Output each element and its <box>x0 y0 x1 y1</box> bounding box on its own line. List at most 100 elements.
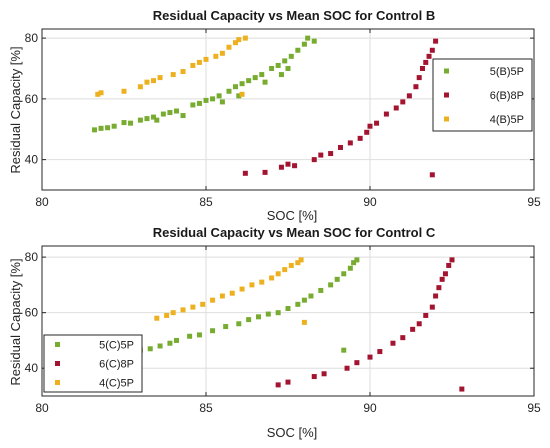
y-tick-label: 40 <box>25 153 39 167</box>
x-tick-label: 95 <box>527 401 541 415</box>
scatter-point <box>436 285 442 291</box>
scatter-point <box>449 257 455 263</box>
y-axis-label: Residual Capacity [%] <box>8 258 23 385</box>
scatter-point <box>111 123 117 129</box>
x-tick-label: 95 <box>527 195 541 209</box>
scatter-point <box>236 37 242 43</box>
scatter-point <box>203 56 209 62</box>
x-tick-label: 85 <box>199 195 213 209</box>
scatter-point <box>196 100 202 106</box>
scatter-point <box>357 135 363 141</box>
x-tick-label: 90 <box>363 195 377 209</box>
scatter-point <box>328 151 334 157</box>
scatter-point <box>295 260 301 266</box>
scatter-point <box>354 257 360 263</box>
scatter-point <box>318 287 324 293</box>
legend-box <box>43 334 143 393</box>
scatter-point <box>246 78 252 84</box>
scatter-point <box>219 99 225 105</box>
scatter-point <box>426 53 432 59</box>
scatter-point <box>170 310 176 316</box>
scatter-point <box>210 96 216 102</box>
scatter-point <box>173 337 179 343</box>
scatter-point <box>311 38 317 44</box>
scatter-point <box>285 161 291 167</box>
scatter-point <box>242 170 248 176</box>
scatter-point <box>255 314 261 320</box>
scatter-point <box>275 62 281 68</box>
scatter-point <box>203 97 209 103</box>
scatter-point <box>128 120 134 126</box>
scatter-point <box>210 328 216 334</box>
legend: 5(C)5P 6(C)8P 4(C)5P <box>43 334 143 393</box>
scatter-point <box>383 111 389 117</box>
scatter-point <box>275 310 281 316</box>
scatter-point <box>278 164 284 170</box>
scatter-point <box>419 65 425 71</box>
scatter-point <box>262 169 268 175</box>
scatter-point <box>259 279 265 285</box>
scatter-point <box>233 84 239 90</box>
scatter-point <box>269 65 275 71</box>
scatter-point <box>262 79 268 85</box>
plot-area <box>41 245 535 397</box>
scatter-point <box>144 116 150 122</box>
scatter-point <box>275 382 281 388</box>
scatter-point <box>190 102 196 108</box>
scatter-point <box>196 332 202 338</box>
scatter-point <box>311 157 317 163</box>
scatter-point <box>275 271 281 277</box>
scatter-point <box>137 84 143 90</box>
scatter-point <box>321 371 327 377</box>
scatter-point <box>265 311 271 317</box>
scatter-point <box>151 114 157 120</box>
scatter-point <box>190 304 196 310</box>
scatter-point <box>121 120 127 126</box>
y-tick-label: 60 <box>25 306 39 320</box>
scatter-point <box>278 72 284 78</box>
scatter-point <box>137 117 143 123</box>
scatter-point <box>236 321 242 327</box>
legend-label: 5(B)5P <box>490 66 524 78</box>
scatter-point <box>229 290 235 296</box>
scatter-point <box>180 307 186 313</box>
legend-label: 6(B)8P <box>490 90 524 102</box>
scatter-point <box>351 260 357 266</box>
scatter-point <box>410 326 416 332</box>
chart-control-b: Residual Capacity vs Mean SOC for Contro… <box>8 8 541 223</box>
chart-title: Residual Capacity vs Mean SOC for Contro… <box>153 8 435 23</box>
scatter-point <box>433 38 439 44</box>
scatter-point <box>213 53 219 59</box>
scatter-point <box>219 293 225 299</box>
legend-swatch <box>444 92 449 98</box>
scatter-point <box>341 271 347 277</box>
scatter-point <box>347 140 353 146</box>
scatter-point <box>423 59 429 65</box>
scatter-point <box>367 123 373 129</box>
scatter-point <box>393 105 399 111</box>
scatter-point <box>259 72 265 78</box>
legend-label: 4(B)5P <box>490 114 524 126</box>
legend-label: 4(C)5P <box>99 378 134 390</box>
scatter-point <box>446 262 452 268</box>
scatter-point <box>301 319 307 325</box>
scatter-point <box>196 59 202 65</box>
scatter-point <box>285 306 291 311</box>
scatter-point <box>151 78 157 84</box>
legend: 5(B)5P 6(B)8P 4(B)5P <box>432 58 533 132</box>
scatter-point <box>285 379 291 385</box>
chart-title: Residual Capacity vs Mean SOC for Contro… <box>153 225 436 240</box>
scatter-point <box>167 110 173 116</box>
scatter-point <box>288 262 294 268</box>
scatter-point <box>400 335 406 341</box>
scatter-point <box>157 343 163 349</box>
scatter-point <box>200 301 206 307</box>
scatter-point <box>226 44 232 50</box>
scatter-point <box>98 90 104 96</box>
scatter-point <box>295 301 301 307</box>
scatter-point <box>210 297 216 303</box>
scatter-point <box>459 386 465 392</box>
scatter-point <box>301 297 307 303</box>
scatter-point <box>298 257 304 263</box>
